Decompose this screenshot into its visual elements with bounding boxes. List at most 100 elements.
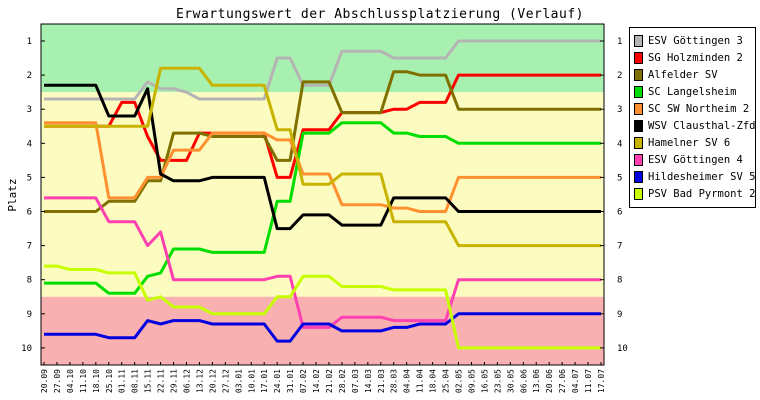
- y-tick-label-right-6: 7: [617, 242, 622, 252]
- x-tick-label-8: 15.11: [144, 369, 153, 393]
- x-tick-label-30: 18.04: [429, 369, 438, 393]
- x-tick-label-41: 04.07: [571, 369, 580, 393]
- legend-item: ESV Göttingen 4: [634, 152, 743, 167]
- x-tick-label-10: 29.11: [170, 369, 179, 393]
- x-tick-label-20: 07.02: [299, 369, 308, 393]
- x-tick-label-24: 07.03: [351, 369, 360, 393]
- y-axis-label: Platz: [6, 178, 19, 211]
- x-tick-label-3: 11.10: [79, 369, 88, 393]
- legend-item: Hamelner SV 6: [634, 135, 730, 150]
- x-tick-label-22: 21.02: [325, 369, 334, 393]
- series-line-6: [44, 66, 601, 248]
- x-tick-label-32: 02.05: [455, 369, 464, 393]
- legend-swatch: [634, 153, 643, 166]
- legend-swatch: [634, 102, 643, 115]
- legend-label: SC Langelsheim: [648, 85, 737, 98]
- legend-label: ESV Göttingen 4: [648, 153, 743, 166]
- legend-swatch: [634, 85, 643, 98]
- x-tick-label-0: 20.09: [40, 369, 49, 393]
- y-tick-label-left-9: 10: [21, 344, 32, 354]
- y-tick-label-right-0: 1: [617, 37, 622, 47]
- y-tick-label-right-4: 5: [617, 173, 622, 183]
- series-line-5: [44, 83, 601, 231]
- x-tick-label-17: 17.01: [260, 369, 269, 393]
- series-line-4: [44, 121, 601, 213]
- legend-item: Alfelder SV: [634, 67, 718, 82]
- y-tick-label-left-3: 4: [27, 139, 32, 149]
- x-tick-label-26: 21.03: [377, 369, 386, 393]
- legend-swatch: [634, 68, 643, 81]
- y-tick-label-right-5: 6: [617, 208, 622, 218]
- legend-item: ESV Göttingen 3: [634, 33, 743, 48]
- legend-item: SC SW Northeim 2: [634, 101, 749, 116]
- legend-label: Hamelner SV 6: [648, 136, 731, 149]
- y-tick-label-right-3: 4: [617, 139, 622, 149]
- x-tick-label-21: 14.02: [312, 369, 321, 393]
- y-tick-label-left-8: 9: [27, 310, 32, 320]
- plot-frame: [40, 23, 605, 366]
- y-tick-label-right-1: 2: [617, 71, 622, 81]
- legend: ESV Göttingen 3 SG Holzminden 2 Alfelder S…: [629, 27, 756, 208]
- x-tick-label-38: 13.06: [532, 369, 541, 393]
- x-tick-label-23: 28.02: [338, 369, 347, 393]
- x-tick-label-28: 04.04: [403, 369, 412, 393]
- x-tick-label-18: 24.01: [273, 369, 282, 393]
- legend-swatch: [634, 187, 643, 200]
- x-tick-label-40: 27.06: [558, 369, 567, 393]
- series-line-3: [44, 121, 601, 295]
- legend-item: PSV Bad Pyrmont 2: [634, 186, 755, 201]
- y-tick-label-right-8: 9: [617, 310, 622, 320]
- x-tick-label-36: 30.05: [506, 369, 515, 393]
- band-1: [41, 92, 604, 297]
- legend-swatch: [634, 34, 643, 47]
- legend-swatch: [634, 136, 643, 149]
- series-lines: [44, 39, 601, 350]
- y-tick-label-right-7: 8: [617, 276, 622, 286]
- y-tick-label-right-2: 3: [617, 105, 622, 115]
- legend-item: SG Holzminden 2: [634, 50, 743, 65]
- x-tick-label-7: 08.11: [131, 369, 140, 393]
- x-tick-label-4: 18.10: [92, 369, 101, 393]
- legend-label: SC SW Northeim 2: [648, 102, 750, 115]
- series-line-2: [44, 70, 601, 213]
- chart-title: Erwartungswert der Abschlussplatzierung …: [176, 7, 584, 22]
- legend-label: Alfelder SV: [648, 68, 718, 81]
- x-tick-label-11: 06.12: [183, 369, 192, 393]
- x-tick-label-14: 27.12: [221, 369, 230, 393]
- series-line-8: [44, 312, 601, 343]
- x-tick-label-35: 23.05: [493, 369, 502, 393]
- x-tick-label-1: 27.09: [53, 369, 62, 393]
- x-tick-label-39: 20.06: [545, 369, 554, 393]
- legend-label: Hildesheimer SV 5: [648, 170, 756, 183]
- y-tick-label-right-9: 10: [617, 344, 628, 354]
- x-tick-label-29: 11.04: [416, 369, 425, 393]
- axis-ticks: 1 1 2 2 3 3 4 4 5 5 6 6 7 7 8 8 9 9 10 10 20.09 27.09 04.10 11.…: [21, 37, 628, 393]
- legend-swatch: [634, 170, 643, 183]
- x-tick-label-16: 10.01: [247, 369, 256, 393]
- legend-label: SG Holzminden 2: [648, 51, 743, 64]
- band-2: [41, 296, 604, 365]
- x-tick-label-15: 03.01: [234, 369, 243, 393]
- series-line-0: [44, 39, 601, 101]
- y-tick-label-left-4: 5: [27, 173, 32, 183]
- x-tick-label-12: 13.12: [195, 369, 204, 393]
- x-tick-label-43: 17.07: [597, 369, 606, 393]
- series-line-7: [44, 196, 601, 329]
- y-tick-label-left-2: 3: [27, 105, 32, 115]
- series-line-9: [44, 264, 601, 350]
- x-tick-label-42: 11.07: [584, 369, 593, 393]
- y-tick-label-left-0: 1: [27, 37, 32, 47]
- legend-item: WSV Clausthal-Zfd: [634, 118, 755, 133]
- x-tick-label-25: 14.03: [364, 369, 373, 393]
- y-tick-label-left-5: 6: [27, 208, 32, 218]
- x-tick-label-34: 16.05: [480, 369, 489, 393]
- x-tick-label-6: 01.11: [118, 369, 127, 393]
- y-tick-label-left-1: 2: [27, 71, 32, 81]
- legend-swatch: [634, 119, 643, 132]
- x-tick-label-9: 22.11: [157, 369, 166, 393]
- legend-item: Hildesheimer SV 5: [634, 169, 755, 184]
- x-tick-label-33: 09.05: [468, 369, 477, 393]
- x-tick-label-19: 31.01: [286, 369, 295, 393]
- legend-label: ESV Göttingen 3: [648, 34, 743, 47]
